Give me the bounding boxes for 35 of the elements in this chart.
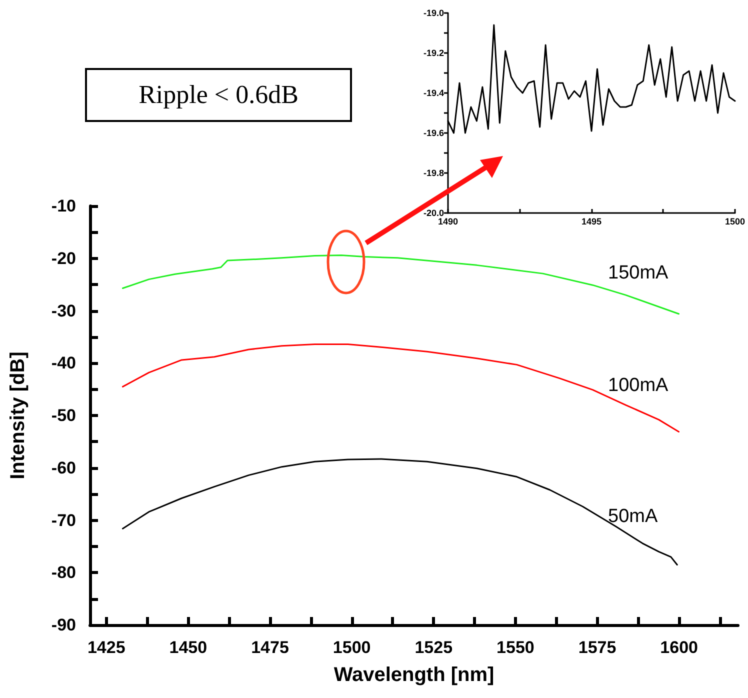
x-tick-label: 1475	[251, 638, 289, 657]
y-axis-title: Intensity [dB]	[7, 352, 29, 480]
x-tick-label: 1525	[414, 638, 453, 657]
x-tick-label: 1490	[438, 216, 458, 226]
y-tick-label: -80	[51, 563, 76, 582]
x-tick-label: 1550	[496, 638, 534, 657]
series-label: 50mA	[608, 506, 658, 528]
x-tick-label: 1500	[332, 638, 371, 657]
text: Ripple < 0.6dB	[85, 68, 352, 122]
y-tick-label: -50	[51, 406, 76, 425]
y-tick-label: -19.4	[423, 88, 444, 98]
y-tick-label: -90	[51, 616, 76, 634]
y-tick-label: -19.0	[423, 8, 444, 18]
x-tick-label: 1575	[578, 638, 616, 657]
y-tick-label: -19.6	[423, 128, 444, 138]
y-tick-label: -20	[51, 248, 76, 268]
x-tick-label: 1450	[169, 638, 208, 657]
x-tick-label: 1495	[581, 216, 602, 226]
y-tick-label: -30	[51, 301, 76, 320]
y-tick-label: -10	[51, 196, 76, 216]
x-axis-title: Wavelength [nm]	[334, 664, 494, 686]
y-tick-label: -19.2	[423, 48, 444, 58]
y-tick-label: -40	[51, 354, 76, 373]
series-label: 100mA	[608, 374, 669, 396]
x-tick-label: 1500	[724, 216, 746, 226]
y-tick-label: -70	[51, 510, 76, 530]
line-series	[122, 458, 678, 566]
x-tick-label: 1600	[660, 638, 698, 657]
y-tick-label: -60	[51, 458, 76, 478]
line-series	[122, 344, 680, 432]
x-tick-label: 1425	[87, 638, 126, 657]
series-label: 150mA	[608, 262, 669, 284]
y-tick-label: -20.0	[423, 208, 444, 218]
line-series	[122, 254, 680, 315]
y-tick-label: -19.8	[423, 168, 444, 178]
